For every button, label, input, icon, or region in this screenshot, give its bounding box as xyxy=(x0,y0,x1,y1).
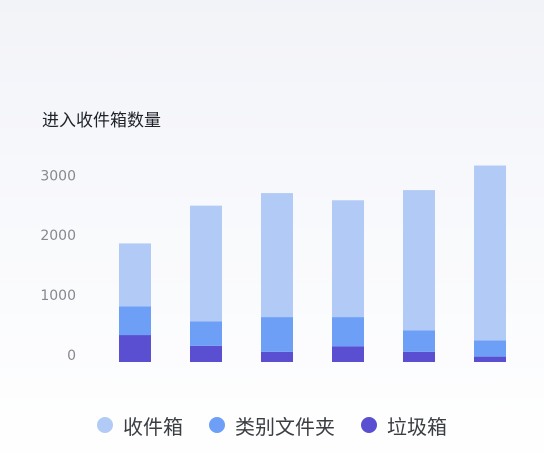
legend-label-inbox: 收件箱 xyxy=(123,414,183,439)
bar-segment-1-2[interactable] xyxy=(190,205,222,322)
bar-segment-2-0[interactable] xyxy=(261,351,293,362)
bar-segment-2-2[interactable] xyxy=(261,193,293,318)
legend: 收件箱 类别文件夹 垃圾箱 xyxy=(0,405,544,445)
bar-segment-5-2[interactable] xyxy=(474,165,506,341)
bar-segment-2-1[interactable] xyxy=(261,317,293,352)
y-tick-label-0: 0 xyxy=(67,348,76,364)
legend-swatch-inbox xyxy=(97,417,113,433)
chart-title: 进入收件箱数量 xyxy=(42,111,161,131)
bar-segment-3-1[interactable] xyxy=(332,317,364,347)
legend-swatch-category-folder xyxy=(209,417,225,433)
bar-segment-5-1[interactable] xyxy=(474,340,506,357)
bar-segment-1-1[interactable] xyxy=(190,321,222,346)
legend-item-inbox[interactable]: 收件箱 xyxy=(97,411,183,440)
bar-segment-1-0[interactable] xyxy=(190,345,222,362)
y-axis-ticks: 0 1000 2000 3000 xyxy=(40,168,76,364)
legend-label-category-folder: 类别文件夹 xyxy=(235,414,335,439)
legend-item-category-folder[interactable]: 类别文件夹 xyxy=(209,411,335,440)
legend-label-trash: 垃圾箱 xyxy=(387,414,447,439)
bar-segment-3-2[interactable] xyxy=(332,200,364,318)
bar-segment-4-0[interactable] xyxy=(403,351,435,362)
bar-segment-0-2[interactable] xyxy=(119,243,151,307)
y-tick-label-1: 1000 xyxy=(40,288,76,304)
bar-segment-0-1[interactable] xyxy=(119,306,151,336)
bar-chart: 0 1000 2000 3000 xyxy=(40,165,506,364)
bar-segment-3-0[interactable] xyxy=(332,346,364,362)
bar-segment-5-0[interactable] xyxy=(474,356,506,362)
bar-segment-4-2[interactable] xyxy=(403,190,435,331)
legend-item-trash[interactable]: 垃圾箱 xyxy=(361,411,447,440)
bar-stacks xyxy=(119,165,506,362)
bar-segment-0-0[interactable] xyxy=(119,335,151,362)
bar-segment-4-1[interactable] xyxy=(403,330,435,352)
y-tick-label-3: 3000 xyxy=(40,168,76,184)
y-tick-label-2: 2000 xyxy=(40,228,76,244)
legend-swatch-trash xyxy=(361,417,377,433)
